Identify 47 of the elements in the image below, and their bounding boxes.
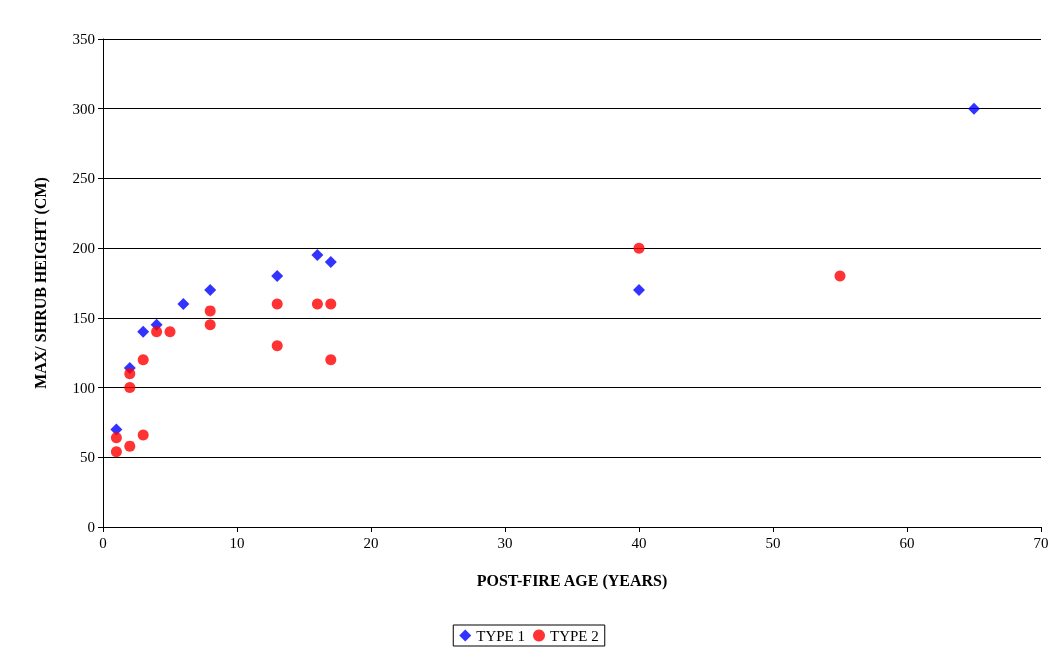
point: [110, 432, 122, 444]
y-axis-title: MAX/ SHRUB HEIGHT (CM): [31, 177, 50, 389]
x-tick-label: 10: [229, 534, 245, 551]
point: [204, 305, 216, 317]
legend-label: TYPE 1: [476, 627, 525, 644]
point: [124, 368, 136, 380]
point: [164, 326, 176, 338]
y-tick-label: 350: [72, 31, 95, 47]
legend-label: TYPE 2: [550, 627, 599, 644]
y-tick-label: 200: [72, 240, 95, 257]
y-tick-label: 300: [72, 100, 95, 117]
point: [325, 354, 337, 366]
point: [204, 319, 216, 331]
point: [324, 256, 337, 269]
point: [124, 440, 136, 452]
point: [271, 298, 283, 310]
point: [968, 102, 980, 115]
point: [325, 298, 337, 310]
point: [137, 325, 150, 338]
x-tick-label: 60: [899, 534, 915, 551]
point: [311, 249, 324, 262]
point: [151, 326, 163, 338]
x-tick-label: 0: [99, 534, 107, 551]
point: [137, 429, 149, 441]
x-tick-label: 40: [631, 534, 647, 551]
point: [204, 283, 217, 296]
point: [633, 242, 645, 254]
x-tick-label: 50: [765, 534, 781, 551]
x-axis-title: POST-FIRE AGE (YEARS): [476, 571, 668, 590]
y-tick-label: 50: [80, 449, 95, 466]
y-tick-label: 250: [72, 170, 95, 187]
x-tick-label: 30: [497, 534, 513, 551]
point: [137, 354, 149, 366]
point: [834, 270, 846, 282]
point: [110, 446, 122, 458]
y-tick-label: 100: [72, 379, 95, 396]
point: [110, 423, 123, 436]
point: [177, 297, 190, 310]
point: [633, 283, 645, 296]
point: [271, 340, 283, 352]
x-tick-label: 20: [363, 534, 379, 551]
point: [124, 382, 136, 394]
y-tick-label: 150: [72, 309, 95, 326]
point: [311, 298, 323, 310]
x-tick-label: 70: [1033, 534, 1049, 551]
y-tick-label: 0: [87, 519, 95, 535]
point: [271, 270, 284, 283]
